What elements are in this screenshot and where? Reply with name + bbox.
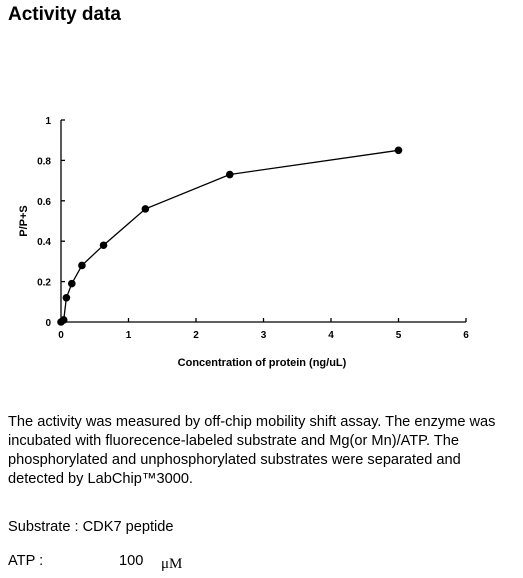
y-tick-label: 0.6 — [37, 197, 51, 208]
axis-ticks: 0 1 2 3 4 5 6 0 0.2 0.4 0.6 0.8 1 — [37, 116, 469, 341]
y-tick-label: 0.8 — [37, 156, 51, 167]
x-tick-label: 0 — [58, 330, 64, 341]
x-tick-label: 5 — [396, 330, 402, 341]
data-point — [68, 279, 76, 288]
x-tick-label: 2 — [193, 330, 199, 341]
atp-value: 100 — [119, 553, 144, 569]
atp-unit: μM — [161, 556, 183, 572]
activity-chart: 0 1 2 3 4 5 6 0 0.2 0.4 0.6 0.8 1 Concentration of p… — [0, 100, 523, 380]
data-point — [59, 316, 68, 324]
data-point — [99, 241, 108, 250]
x-tick-label: 6 — [463, 330, 469, 341]
y-tick-label: 0 — [45, 318, 51, 329]
data-point — [62, 293, 71, 302]
data-point — [394, 146, 403, 155]
y-tick-label: 0.2 — [37, 278, 51, 289]
data-point — [141, 205, 150, 213]
y-axis-title: P/P+S — [18, 205, 30, 237]
page-title: Activity data — [8, 4, 121, 25]
data-point — [225, 170, 234, 179]
substrate-info: Substrate : CDK7 peptide — [8, 519, 174, 535]
atp-label: ATP : — [8, 553, 44, 569]
assay-description: The activity was measured by off-chip mo… — [8, 414, 496, 487]
y-tick-label: 1 — [45, 116, 51, 127]
x-tick-label: 3 — [261, 330, 267, 341]
atp-info: ATP : 100 μM — [8, 553, 308, 573]
data-series — [57, 146, 403, 326]
data-point — [78, 261, 86, 270]
chart-svg: 0 1 2 3 4 5 6 0 0.2 0.4 0.6 0.8 1 Concentration of p… — [18, 116, 469, 369]
x-axis-title: Concentration of protein (ng/uL) — [178, 357, 347, 369]
x-tick-label: 1 — [126, 330, 132, 341]
y-tick-label: 0.4 — [37, 237, 51, 248]
x-tick-label: 4 — [328, 330, 334, 341]
